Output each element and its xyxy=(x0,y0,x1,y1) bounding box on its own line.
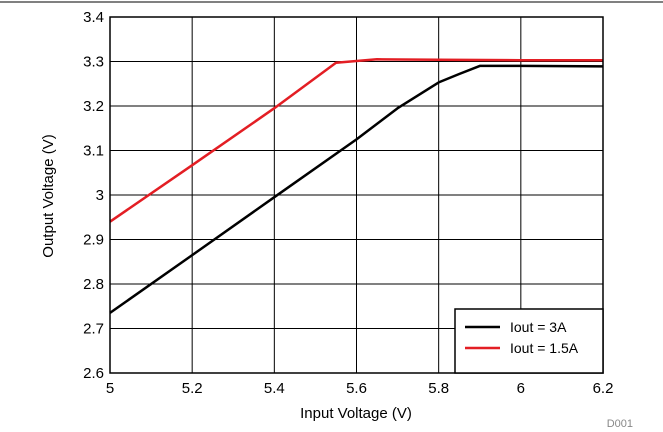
x-tick-label: 5 xyxy=(106,380,114,397)
y-tick-labels: 2.6 2.7 2.8 2.9 3 3.1 3.2 3.3 3.4 xyxy=(83,9,104,382)
legend-label: Iout = 3A xyxy=(510,319,567,335)
series-line-0 xyxy=(109,64,604,314)
legend: Iout = 3A Iout = 1.5A xyxy=(454,308,604,374)
x-axis-title: Input Voltage (V) xyxy=(300,405,412,422)
y-tick-label: 2.8 xyxy=(83,276,104,293)
series-line-1 xyxy=(109,58,603,223)
x-tick-labels: 5 5.2 5.4 5.6 5.8 6 6.2 xyxy=(106,380,614,397)
legend-label: Iout = 1.5A xyxy=(510,340,579,356)
x-tick-label: 6 xyxy=(517,380,525,397)
figure-id: D001 xyxy=(607,418,633,430)
x-tick-label: 5.4 xyxy=(264,380,285,397)
y-tick-label: 3.3 xyxy=(83,54,104,71)
y-tick-label: 3.2 xyxy=(83,98,104,115)
x-tick-label: 5.6 xyxy=(346,380,367,397)
series-layer xyxy=(109,58,604,314)
y-tick-label: 3.4 xyxy=(83,9,104,26)
x-tick-label: 5.2 xyxy=(182,380,203,397)
legend-box xyxy=(454,308,604,374)
plot-frame xyxy=(109,16,604,374)
y-tick-label: 3.1 xyxy=(83,143,104,160)
y-axis-title: Output Voltage (V) xyxy=(40,134,57,257)
y-tick-label: 2.7 xyxy=(83,321,104,338)
x-tick-label: 5.8 xyxy=(428,380,449,397)
y-tick-label: 2.9 xyxy=(83,232,104,249)
x-tick-label: 6.2 xyxy=(593,380,614,397)
y-tick-label: 3 xyxy=(96,187,104,204)
y-tick-label: 2.6 xyxy=(83,365,104,382)
